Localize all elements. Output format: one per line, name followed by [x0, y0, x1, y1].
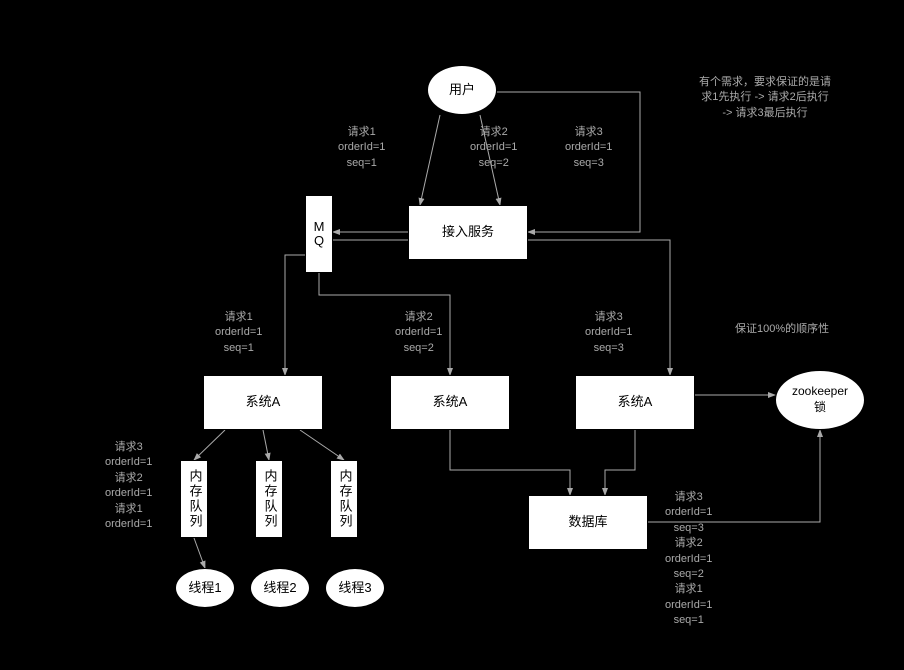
- memory-queue-3-node: 内存队列: [330, 460, 358, 538]
- database-node: 数据库: [528, 495, 648, 550]
- requirement-note: 有个需求，要求保证的是请 求1先执行 -> 请求2后执行 -> 请求3最后执行: [680, 75, 850, 121]
- thread-2-node: 线程2: [250, 568, 310, 608]
- thread-1-node: 线程1: [175, 568, 235, 608]
- req3-mid-label: 请求3 orderId=1 seq=3: [585, 310, 632, 356]
- db-label: 数据库: [568, 514, 607, 531]
- system-a-3-node: 系统A: [575, 375, 695, 430]
- user-label: 用户: [449, 82, 475, 99]
- zookeeper-lock-node: zookeeper 锁: [775, 370, 865, 430]
- access-label: 接入服务: [442, 224, 494, 241]
- db-request-stack: 请求3 orderId=1 seq=3 请求2 orderId=1 seq=2 …: [665, 490, 712, 629]
- req2-mid-label: 请求2 orderId=1 seq=2: [395, 310, 442, 356]
- system-a-1-node: 系统A: [203, 375, 323, 430]
- system-a-2-node: 系统A: [390, 375, 510, 430]
- left-request-stack: 请求3 orderId=1 请求2 orderId=1 请求1 orderId=…: [105, 440, 152, 532]
- memory-queue-2-node: 内存队列: [255, 460, 283, 538]
- req3-top-label: 请求3 orderId=1 seq=3: [565, 125, 612, 171]
- req1-mid-label: 请求1 orderId=1 seq=1: [215, 310, 262, 356]
- mq-node: MQ: [305, 195, 333, 273]
- consistency-label: 保证100%的顺序性: [735, 322, 829, 337]
- memory-queue-1-node: 内存队列: [180, 460, 208, 538]
- sysa1-label: 系统A: [246, 394, 281, 411]
- thread-3-node: 线程3: [325, 568, 385, 608]
- user-node: 用户: [427, 65, 497, 115]
- access-service-node: 接入服务: [408, 205, 528, 260]
- sysa3-label: 系统A: [618, 394, 653, 411]
- sysa2-label: 系统A: [433, 394, 468, 411]
- req2-top-label: 请求2 orderId=1 seq=2: [470, 125, 517, 171]
- req1-top-label: 请求1 orderId=1 seq=1: [338, 125, 385, 171]
